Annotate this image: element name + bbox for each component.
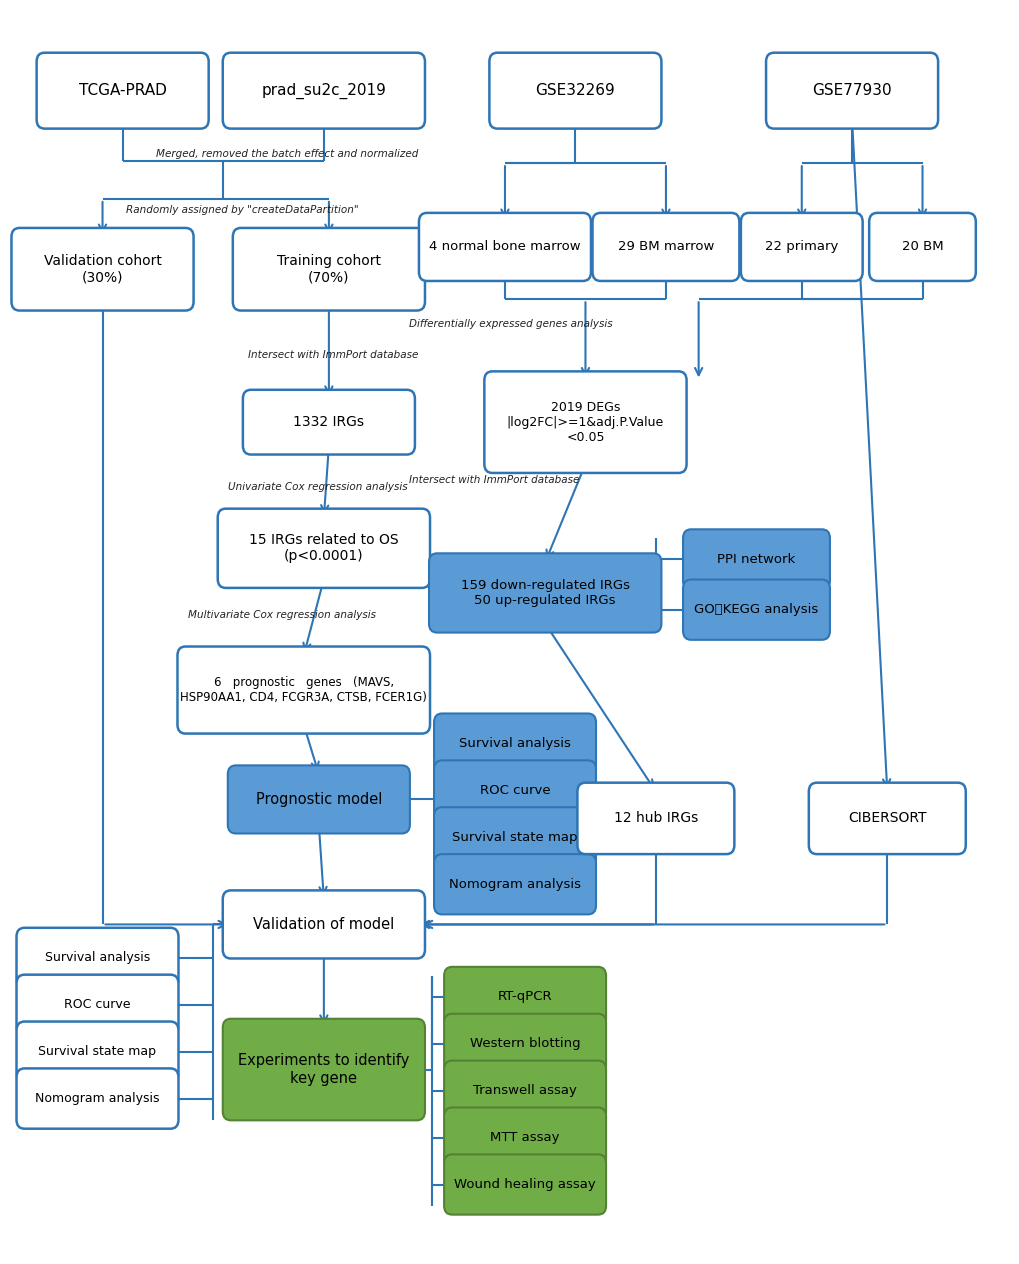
Text: Prognostic model: Prognostic model: [256, 793, 382, 806]
Text: Survival state map: Survival state map: [451, 830, 577, 844]
Text: Intersect with ImmPort database: Intersect with ImmPort database: [249, 350, 419, 360]
FancyBboxPatch shape: [222, 1019, 425, 1120]
FancyBboxPatch shape: [232, 228, 425, 311]
FancyBboxPatch shape: [443, 967, 605, 1028]
Text: Survival analysis: Survival analysis: [459, 737, 571, 750]
Text: 1332 IRGs: 1332 IRGs: [293, 415, 364, 430]
Text: MTT assay: MTT assay: [490, 1131, 559, 1144]
Text: Wound healing assay: Wound healing assay: [453, 1178, 595, 1191]
Text: Univariate Cox regression analysis: Univariate Cox regression analysis: [228, 482, 408, 492]
FancyBboxPatch shape: [434, 854, 595, 914]
Text: Nomogram analysis: Nomogram analysis: [448, 877, 581, 891]
Text: Validation of model: Validation of model: [253, 916, 394, 932]
Text: Survival analysis: Survival analysis: [45, 952, 150, 964]
FancyBboxPatch shape: [434, 808, 595, 867]
FancyBboxPatch shape: [683, 579, 829, 640]
FancyBboxPatch shape: [740, 212, 862, 281]
FancyBboxPatch shape: [177, 646, 430, 733]
Text: CIBERSORT: CIBERSORT: [847, 811, 925, 825]
Text: Nomogram analysis: Nomogram analysis: [36, 1092, 160, 1105]
Text: Merged, removed the batch effect and normalized: Merged, removed the batch effect and nor…: [156, 149, 418, 159]
Text: 15 IRGs related to OS
(p<0.0001): 15 IRGs related to OS (p<0.0001): [249, 533, 398, 564]
Text: PPI network: PPI network: [716, 552, 795, 566]
Text: 159 down-regulated IRGs
50 up-regulated IRGs: 159 down-regulated IRGs 50 up-regulated …: [461, 579, 629, 607]
Text: 29 BM marrow: 29 BM marrow: [618, 240, 713, 253]
Text: prad_su2c_2019: prad_su2c_2019: [261, 82, 386, 99]
Text: Multivariate Cox regression analysis: Multivariate Cox regression analysis: [187, 611, 376, 621]
FancyBboxPatch shape: [222, 53, 425, 129]
Text: Randomly assigned by "createDataPartition": Randomly assigned by "createDataPartitio…: [125, 205, 358, 215]
Text: 12 hub IRGs: 12 hub IRGs: [613, 811, 697, 825]
FancyBboxPatch shape: [577, 782, 734, 854]
FancyBboxPatch shape: [443, 1060, 605, 1121]
FancyBboxPatch shape: [683, 530, 829, 589]
Text: GSE77930: GSE77930: [811, 83, 891, 99]
FancyBboxPatch shape: [429, 554, 660, 632]
Text: Western blotting: Western blotting: [470, 1038, 580, 1050]
FancyBboxPatch shape: [443, 1107, 605, 1168]
Text: ROC curve: ROC curve: [479, 784, 550, 798]
FancyBboxPatch shape: [868, 212, 975, 281]
FancyBboxPatch shape: [419, 212, 590, 281]
FancyBboxPatch shape: [16, 1021, 178, 1082]
FancyBboxPatch shape: [11, 228, 194, 311]
Text: 20 BM: 20 BM: [901, 240, 943, 253]
FancyBboxPatch shape: [16, 928, 178, 988]
FancyBboxPatch shape: [443, 1154, 605, 1215]
FancyBboxPatch shape: [222, 890, 425, 958]
FancyBboxPatch shape: [484, 372, 686, 473]
FancyBboxPatch shape: [37, 53, 209, 129]
Text: Experiments to identify
key gene: Experiments to identify key gene: [238, 1053, 410, 1086]
FancyBboxPatch shape: [434, 713, 595, 774]
Text: TCGA-PRAD: TCGA-PRAD: [78, 83, 166, 99]
FancyBboxPatch shape: [808, 782, 965, 854]
Text: GSE32269: GSE32269: [535, 83, 614, 99]
Text: 2019 DEGs
|log2FC|>=1&adj.P.Value
<0.05: 2019 DEGs |log2FC|>=1&adj.P.Value <0.05: [506, 401, 663, 444]
Text: Validation cohort
(30%): Validation cohort (30%): [44, 254, 161, 284]
Text: 22 primary: 22 primary: [764, 240, 838, 253]
FancyBboxPatch shape: [434, 761, 595, 820]
FancyBboxPatch shape: [592, 212, 739, 281]
FancyBboxPatch shape: [16, 1068, 178, 1129]
FancyBboxPatch shape: [765, 53, 937, 129]
FancyBboxPatch shape: [489, 53, 660, 129]
Text: 6   prognostic   genes   (MAVS,
HSP90AA1, CD4, FCGR3A, CTSB, FCER1G): 6 prognostic genes (MAVS, HSP90AA1, CD4,…: [180, 676, 427, 704]
Text: Transwell assay: Transwell assay: [473, 1085, 577, 1097]
FancyBboxPatch shape: [227, 766, 410, 833]
FancyBboxPatch shape: [16, 975, 178, 1035]
FancyBboxPatch shape: [443, 1014, 605, 1074]
Text: ROC curve: ROC curve: [64, 999, 130, 1011]
Text: Differentially expressed genes analysis: Differentially expressed genes analysis: [409, 319, 612, 329]
FancyBboxPatch shape: [243, 389, 415, 455]
Text: 4 normal bone marrow: 4 normal bone marrow: [429, 240, 580, 253]
Text: Intersect with ImmPort database: Intersect with ImmPort database: [409, 475, 579, 485]
Text: Survival state map: Survival state map: [39, 1045, 156, 1058]
FancyBboxPatch shape: [217, 508, 430, 588]
Text: Training cohort
(70%): Training cohort (70%): [276, 254, 380, 284]
Text: GO、KEGG analysis: GO、KEGG analysis: [694, 603, 818, 616]
Text: RT-qPCR: RT-qPCR: [497, 991, 552, 1004]
